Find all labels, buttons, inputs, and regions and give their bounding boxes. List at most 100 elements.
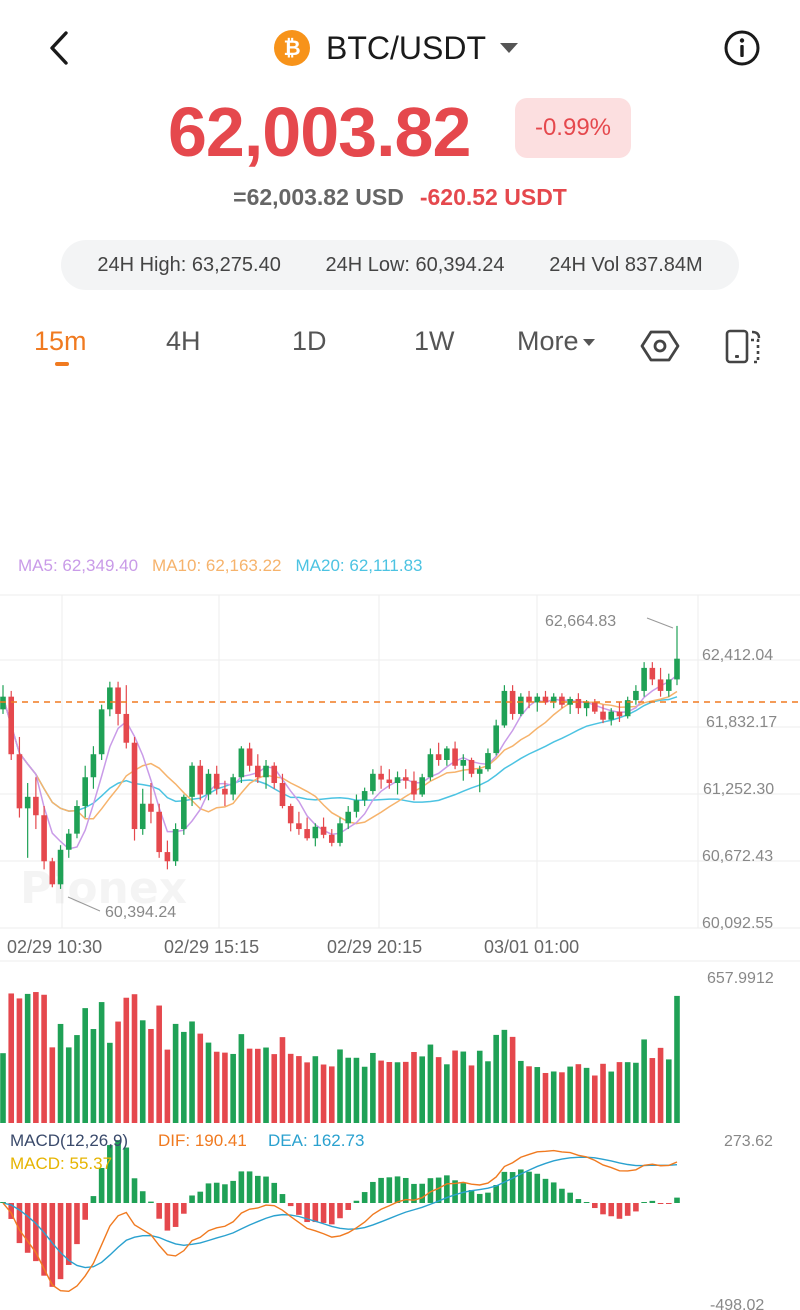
volume-bar bbox=[509, 1036, 516, 1123]
volume-bar bbox=[674, 995, 680, 1123]
macd-axis-top: 273.62 bbox=[724, 1133, 773, 1150]
candle bbox=[452, 741, 458, 770]
indicator-settings-button[interactable] bbox=[640, 326, 680, 366]
candle-body bbox=[534, 696, 541, 703]
volume-bar bbox=[526, 1066, 532, 1123]
macd-bar bbox=[320, 1203, 327, 1223]
macd-bar bbox=[665, 1203, 672, 1204]
candle bbox=[616, 702, 623, 722]
ma10-label: MA10: 62,163.22 bbox=[152, 556, 282, 575]
volume-bar bbox=[616, 1062, 623, 1123]
landscape-button[interactable] bbox=[722, 326, 762, 366]
candle-body bbox=[304, 829, 310, 839]
candle bbox=[296, 811, 302, 835]
price-axis-label: 60,092.55 bbox=[702, 915, 773, 932]
price-change: -620.52 USDT bbox=[419, 184, 567, 210]
candle-body bbox=[296, 823, 302, 830]
candle bbox=[74, 800, 80, 839]
candle-body bbox=[65, 833, 72, 850]
volume-bar bbox=[370, 1052, 376, 1123]
volume-bar bbox=[255, 1048, 261, 1123]
volume-bar bbox=[197, 1033, 204, 1123]
volume-bar bbox=[583, 1067, 590, 1123]
candle bbox=[468, 757, 475, 778]
macd-bar bbox=[493, 1184, 499, 1203]
tab-15m[interactable]: 15m bbox=[34, 326, 87, 356]
volume-bar bbox=[164, 1049, 171, 1123]
volume-bar bbox=[246, 1048, 253, 1123]
candle-body bbox=[8, 696, 15, 755]
candle-body bbox=[320, 826, 327, 835]
volume-bar bbox=[320, 1064, 327, 1123]
volume-bar bbox=[633, 1062, 639, 1123]
volume-bar bbox=[542, 1072, 549, 1123]
price-usd: =62,003.82 USD bbox=[233, 184, 404, 210]
candle bbox=[41, 806, 47, 870]
ma20-line bbox=[2, 696, 678, 812]
volume-bar bbox=[304, 1062, 310, 1123]
caret-down-icon bbox=[500, 43, 518, 53]
volume-bar bbox=[279, 1037, 286, 1123]
candle bbox=[394, 771, 401, 795]
macd-bar bbox=[518, 1169, 524, 1203]
macd-bar bbox=[476, 1193, 483, 1203]
tab-4h[interactable]: 4H bbox=[166, 326, 201, 356]
volume-bar bbox=[8, 993, 15, 1123]
volume-bar bbox=[222, 1052, 228, 1123]
ma10-line bbox=[2, 690, 678, 825]
pair-selector[interactable]: ₿ BTC/USDT bbox=[274, 26, 518, 70]
chevron-left-icon bbox=[50, 31, 68, 65]
tab-more[interactable]: More bbox=[517, 326, 595, 357]
info-button[interactable] bbox=[722, 28, 762, 68]
candle-body bbox=[205, 773, 212, 795]
candle-body bbox=[230, 777, 236, 795]
tab-1d[interactable]: 1D bbox=[292, 326, 327, 356]
macd-bar bbox=[345, 1203, 352, 1210]
macd-dif-label: DIF: 190.41 bbox=[158, 1131, 247, 1150]
macd-bar bbox=[74, 1203, 80, 1245]
candle bbox=[337, 817, 343, 847]
macd-bar bbox=[444, 1175, 450, 1203]
candle-body bbox=[419, 777, 425, 795]
macd-bar bbox=[633, 1203, 639, 1212]
candle-body bbox=[476, 769, 483, 774]
macd-bar bbox=[279, 1194, 286, 1203]
candle-body bbox=[246, 748, 253, 766]
back-button[interactable] bbox=[40, 26, 80, 70]
stat-24h-vol: 24H Vol 837.84M bbox=[549, 253, 703, 276]
candle bbox=[345, 806, 352, 830]
volume-bar bbox=[444, 1064, 450, 1123]
macd-bar bbox=[378, 1177, 384, 1203]
time-axis-label: 02/29 10:30 bbox=[7, 937, 102, 957]
candle-body bbox=[98, 709, 105, 755]
macd-bar bbox=[567, 1192, 573, 1203]
header: ₿ BTC/USDT bbox=[0, 0, 800, 95]
ma5-label: MA5: 62,349.40 bbox=[18, 556, 139, 575]
macd-bar bbox=[361, 1192, 368, 1203]
candle bbox=[90, 746, 97, 789]
macd-bar bbox=[370, 1181, 376, 1203]
volume-bar bbox=[460, 1051, 467, 1123]
macd-bar bbox=[181, 1203, 187, 1214]
macd-bar bbox=[90, 1196, 97, 1203]
candle bbox=[353, 794, 360, 818]
price-chart[interactable]: Pionex 62,412.04 61,832.17 61,252.30 60,… bbox=[0, 585, 800, 1310]
timeframe-tabs: 15m 4H 1D 1W More bbox=[0, 318, 800, 378]
candle-body bbox=[181, 796, 187, 830]
candle bbox=[370, 769, 376, 795]
candle-body bbox=[148, 803, 154, 812]
macd-bar bbox=[312, 1203, 319, 1223]
volume-bar bbox=[402, 1061, 409, 1123]
macd-bar bbox=[172, 1203, 179, 1227]
macd-bar bbox=[501, 1171, 508, 1203]
volume-bar bbox=[139, 1020, 146, 1123]
candle bbox=[320, 817, 327, 839]
candle bbox=[82, 765, 88, 818]
stat-24h-high: 24H High: 63,275.40 bbox=[97, 253, 281, 276]
candle bbox=[197, 759, 204, 801]
macd-bar bbox=[485, 1192, 491, 1203]
candle-body bbox=[402, 777, 409, 781]
volume-bar bbox=[567, 1066, 573, 1123]
macd-bar bbox=[328, 1203, 335, 1225]
tab-1w[interactable]: 1W bbox=[414, 326, 455, 356]
